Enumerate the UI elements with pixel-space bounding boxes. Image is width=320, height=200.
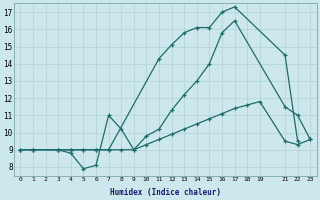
X-axis label: Humidex (Indice chaleur): Humidex (Indice chaleur): [110, 188, 221, 197]
